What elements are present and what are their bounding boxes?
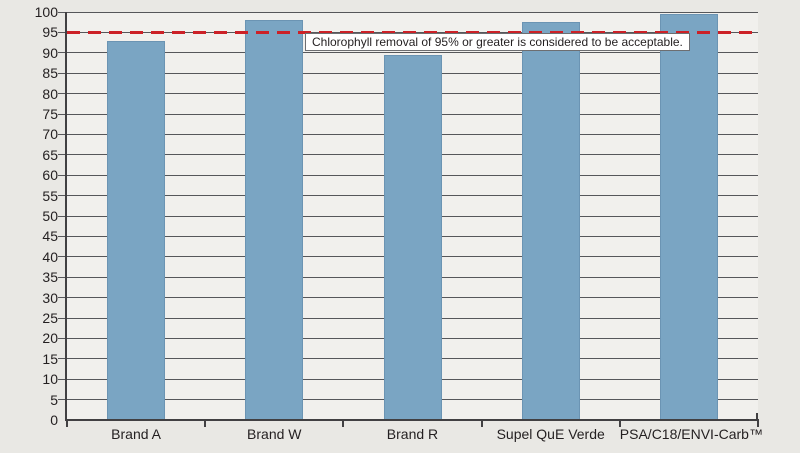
y-tick-label-85: 85 xyxy=(42,65,58,82)
y-tick-label-10: 10 xyxy=(42,371,58,388)
y-tick-label-30: 30 xyxy=(42,289,58,306)
y-axis-line xyxy=(65,12,67,421)
x-axis-tick-1 xyxy=(204,421,207,427)
y-tick-label-55: 55 xyxy=(42,187,58,204)
y-tick-label-20: 20 xyxy=(42,330,58,347)
bar-psa-c18-envi-carb xyxy=(659,14,718,420)
reference-line-95-percent xyxy=(67,30,758,34)
y-tick-label-45: 45 xyxy=(42,228,58,245)
y-tick-label-90: 90 xyxy=(42,44,58,61)
y-tick-label-65: 65 xyxy=(42,146,58,163)
y-tick-label-25: 25 xyxy=(42,310,58,326)
gridline-90 xyxy=(58,52,758,54)
x-axis-tick-4 xyxy=(618,421,621,427)
x-category-label-brand-r: Brand R xyxy=(386,426,439,442)
y-tick-label-75: 75 xyxy=(42,106,58,122)
x-category-label-brand-w: Brand W xyxy=(247,426,302,442)
y-tick-label-40: 40 xyxy=(42,248,58,265)
y-tick-label-35: 35 xyxy=(42,269,58,286)
x-category-label-brand-a: Brand A xyxy=(111,426,161,442)
chart-plot-area: Chlorophyll removal of 95% or greater is… xyxy=(58,11,758,420)
x-axis-tick-3 xyxy=(480,421,483,427)
y-tick-label-95: 95 xyxy=(42,24,58,41)
y-tick-label-60: 60 xyxy=(42,167,58,184)
gridline-100 xyxy=(58,11,758,13)
y-tick-label-0: 0 xyxy=(50,412,58,428)
bar-brand-a xyxy=(107,40,166,420)
x-category-label-psa-c18-envi-carb: PSA/C18/ENVI-Carb™ xyxy=(619,426,763,442)
y-tick-label-5: 5 xyxy=(50,391,58,408)
y-tick-label-70: 70 xyxy=(42,126,58,143)
bar-supel-que-verde xyxy=(521,22,580,420)
y-tick-label-15: 15 xyxy=(42,350,58,367)
y-tick-label-100: 100 xyxy=(34,4,58,20)
x-category-label-supel-que-verde: Supel QuE Verde xyxy=(496,426,605,442)
x-axis-line xyxy=(65,419,759,421)
bar-brand-w xyxy=(245,20,304,420)
bar-brand-r xyxy=(383,54,442,420)
x-axis-end-tick xyxy=(756,413,758,419)
x-axis-tick-2 xyxy=(342,421,345,427)
x-axis-tick-0 xyxy=(66,421,68,427)
reference-line-annotation: Chlorophyll removal of 95% or greater is… xyxy=(305,33,690,51)
y-tick-label-50: 50 xyxy=(42,208,58,224)
x-axis-tick-5 xyxy=(757,421,759,427)
y-tick-label-80: 80 xyxy=(42,85,58,102)
